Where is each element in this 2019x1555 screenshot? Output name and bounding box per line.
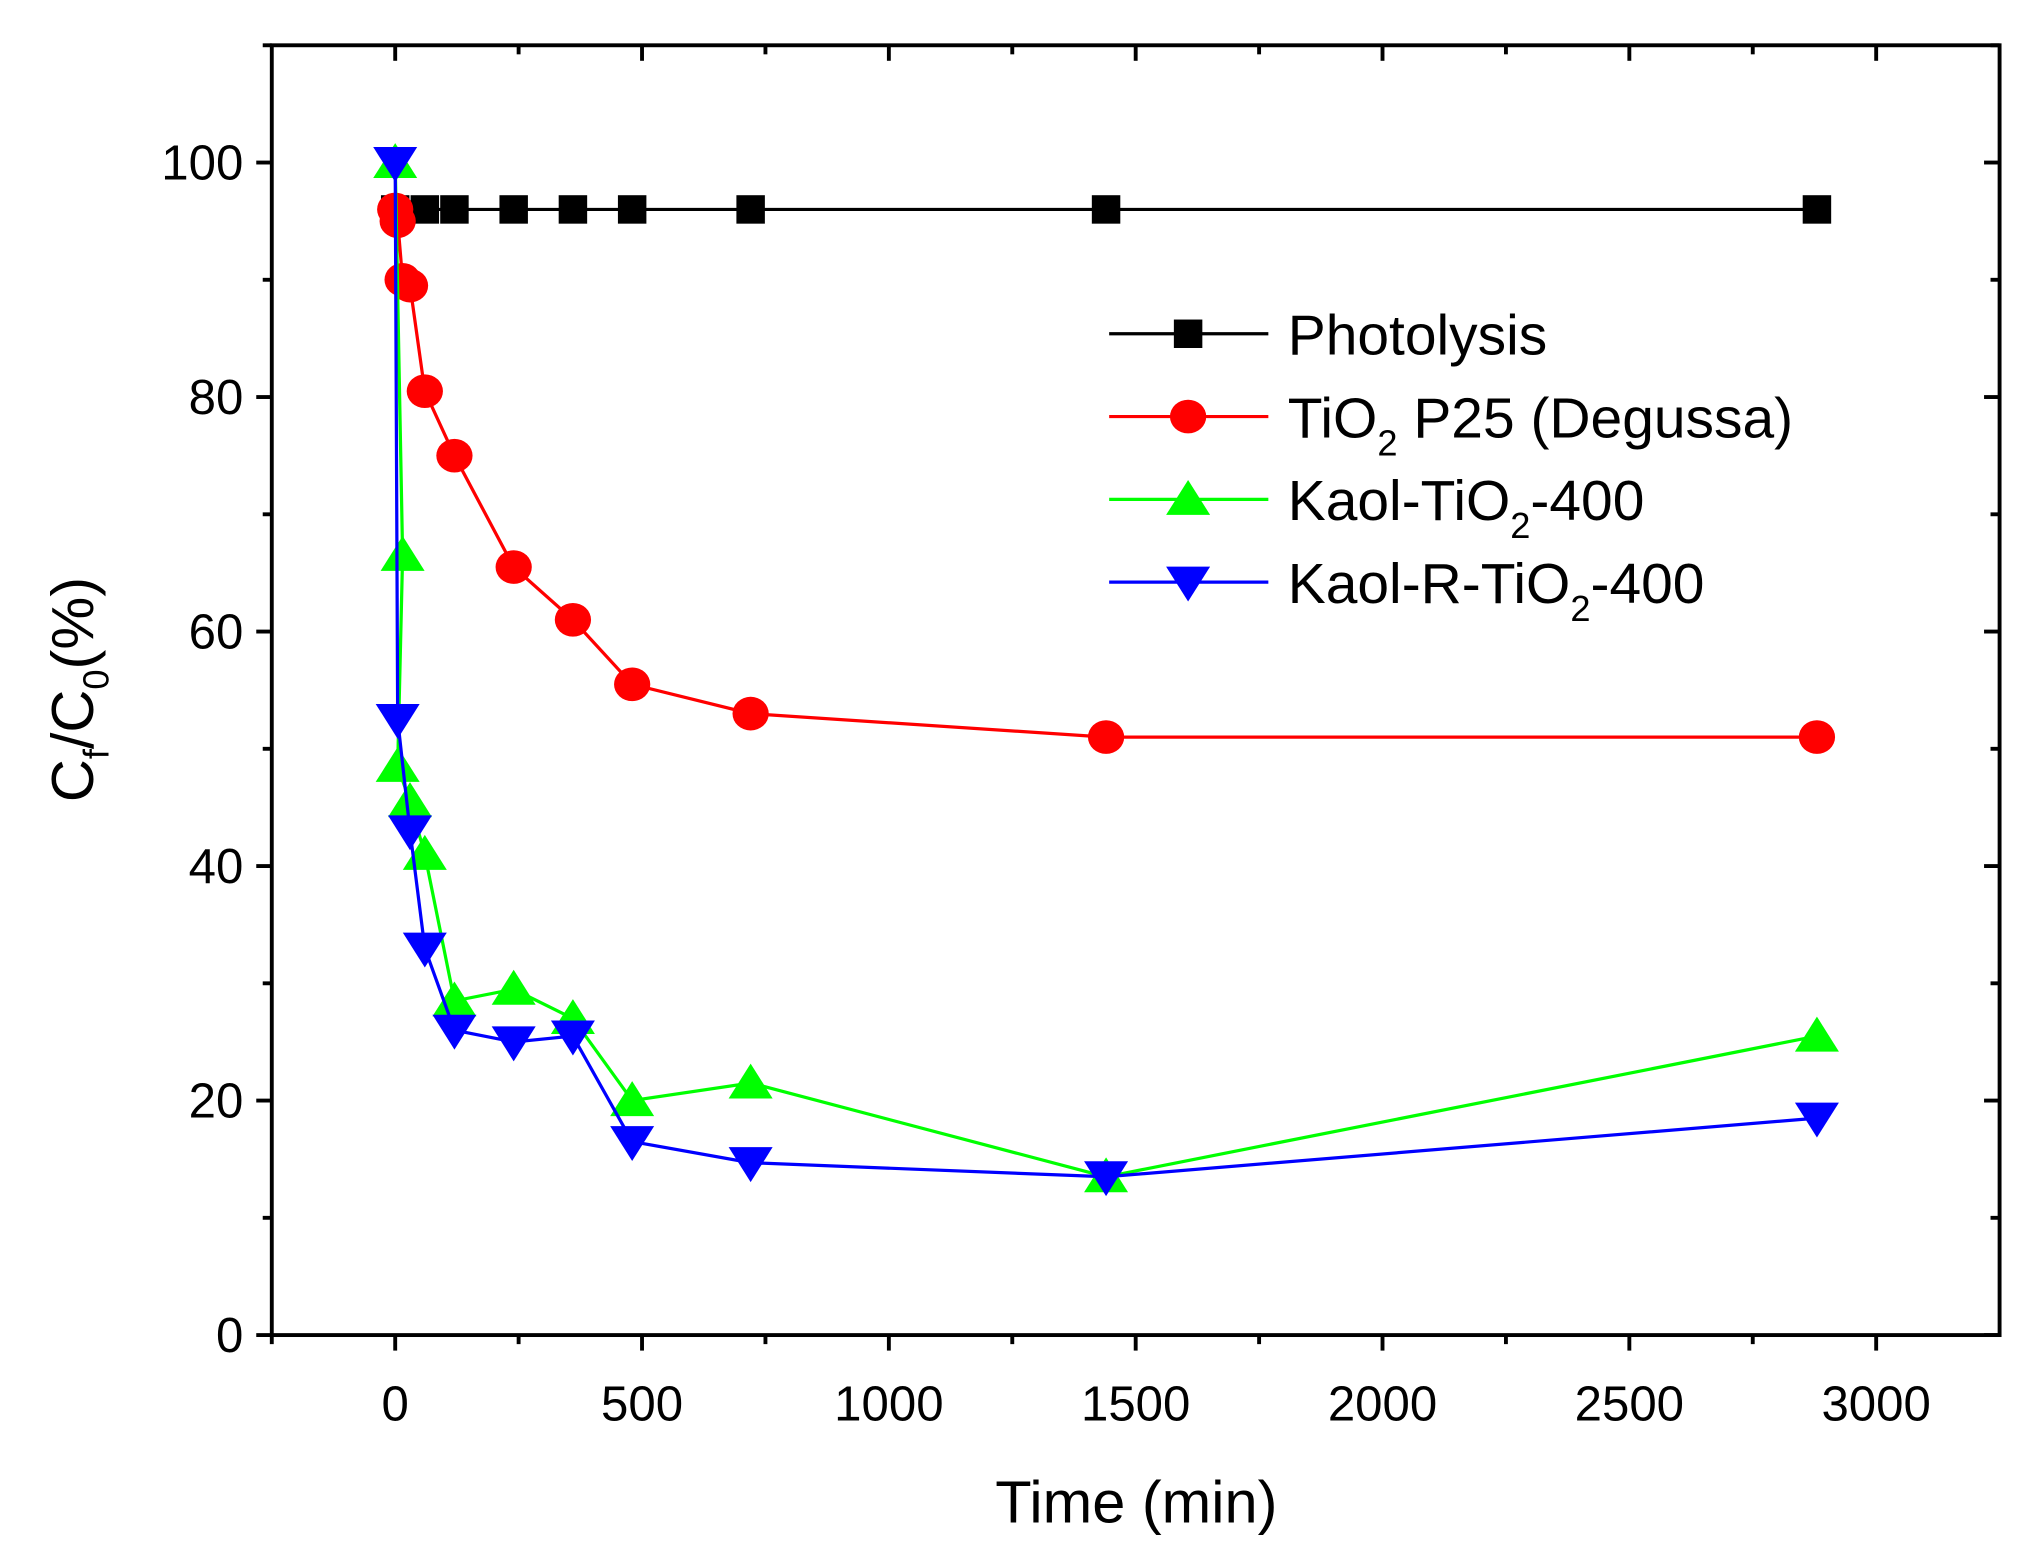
series-2-point bbox=[1794, 1016, 1839, 1052]
legend-marker bbox=[1173, 319, 1203, 348]
series-0-point bbox=[499, 195, 528, 224]
legend-label: TiO2 P25 (Degussa) bbox=[1288, 386, 1793, 463]
series-1-point bbox=[732, 696, 769, 731]
series-3-point bbox=[432, 1014, 477, 1050]
series-0-point bbox=[736, 195, 765, 224]
legend-label: Kaol-TiO2-400 bbox=[1288, 469, 1645, 546]
series-1-point bbox=[1087, 720, 1125, 754]
series-2-point bbox=[728, 1063, 773, 1099]
legend-marker bbox=[1169, 399, 1207, 434]
x-tick-label: 0 bbox=[382, 1376, 409, 1431]
series-3-point bbox=[402, 932, 447, 968]
series-2-point bbox=[388, 782, 433, 818]
legend-label: Photolysis bbox=[1288, 303, 1547, 367]
y-tick-label: 0 bbox=[216, 1308, 243, 1363]
series-2-point bbox=[432, 981, 477, 1017]
x-axis-label: Time (min) bbox=[995, 1469, 1277, 1536]
series-3-point bbox=[550, 1020, 595, 1056]
series-3-point bbox=[610, 1126, 655, 1162]
plot-area bbox=[373, 143, 1839, 1197]
series-3-point bbox=[388, 815, 433, 851]
series-2-line bbox=[393, 162, 1818, 1179]
series-0-point bbox=[440, 195, 469, 224]
series-0-point bbox=[1091, 195, 1121, 224]
series-1-point bbox=[1798, 720, 1836, 754]
series-2-point bbox=[380, 535, 425, 571]
series-0-point bbox=[617, 195, 647, 224]
y-tick-label: 100 bbox=[161, 135, 243, 190]
legend-label: Kaol-R-TiO2-400 bbox=[1288, 552, 1705, 629]
axes-frame bbox=[269, 43, 2002, 1338]
x-tick-label: 2500 bbox=[1575, 1376, 1684, 1431]
series-1-point bbox=[391, 268, 429, 303]
series-3-point bbox=[373, 147, 418, 182]
series-3-point bbox=[1794, 1102, 1839, 1138]
x-tick-label: 2000 bbox=[1328, 1376, 1437, 1431]
series-2-point bbox=[491, 969, 536, 1005]
series-1-point bbox=[436, 438, 473, 473]
series-3-point bbox=[1084, 1161, 1129, 1197]
series-1-point bbox=[614, 667, 651, 702]
y-tick-label: 80 bbox=[189, 370, 244, 425]
x-tick-label: 500 bbox=[601, 1376, 683, 1431]
series-1-point bbox=[495, 550, 532, 584]
series-2-point bbox=[610, 1081, 655, 1117]
y-axis-label: Cf/C0(%) bbox=[39, 577, 117, 802]
series-0-point bbox=[558, 195, 588, 224]
series-3-point bbox=[491, 1026, 536, 1062]
series-2-point bbox=[375, 746, 420, 782]
legend-marker bbox=[1166, 566, 1211, 602]
series-3-point bbox=[728, 1147, 773, 1183]
series-3-point bbox=[375, 703, 420, 739]
x-tick-label: 3000 bbox=[1821, 1376, 1930, 1431]
series-1-point bbox=[406, 374, 443, 408]
x-tick-label: 1500 bbox=[1081, 1376, 1190, 1431]
series-0-point bbox=[1802, 195, 1832, 224]
series-3-line bbox=[393, 162, 1818, 1179]
legend-marker bbox=[1166, 479, 1211, 515]
series-1-point bbox=[554, 603, 592, 637]
y-tick-label: 40 bbox=[189, 839, 244, 894]
y-tick-label: 20 bbox=[189, 1073, 244, 1128]
axis-ticks: 0 500 1000 1500 2000 2500 3000 0 20 40 60 80 100 bbox=[161, 43, 2000, 1431]
x-tick-label: 1000 bbox=[834, 1376, 943, 1431]
y-tick-label: 60 bbox=[189, 604, 244, 659]
legend: Photolysis TiO2 P25 (Degussa)Kaol-TiO2-40… bbox=[1109, 303, 1793, 629]
